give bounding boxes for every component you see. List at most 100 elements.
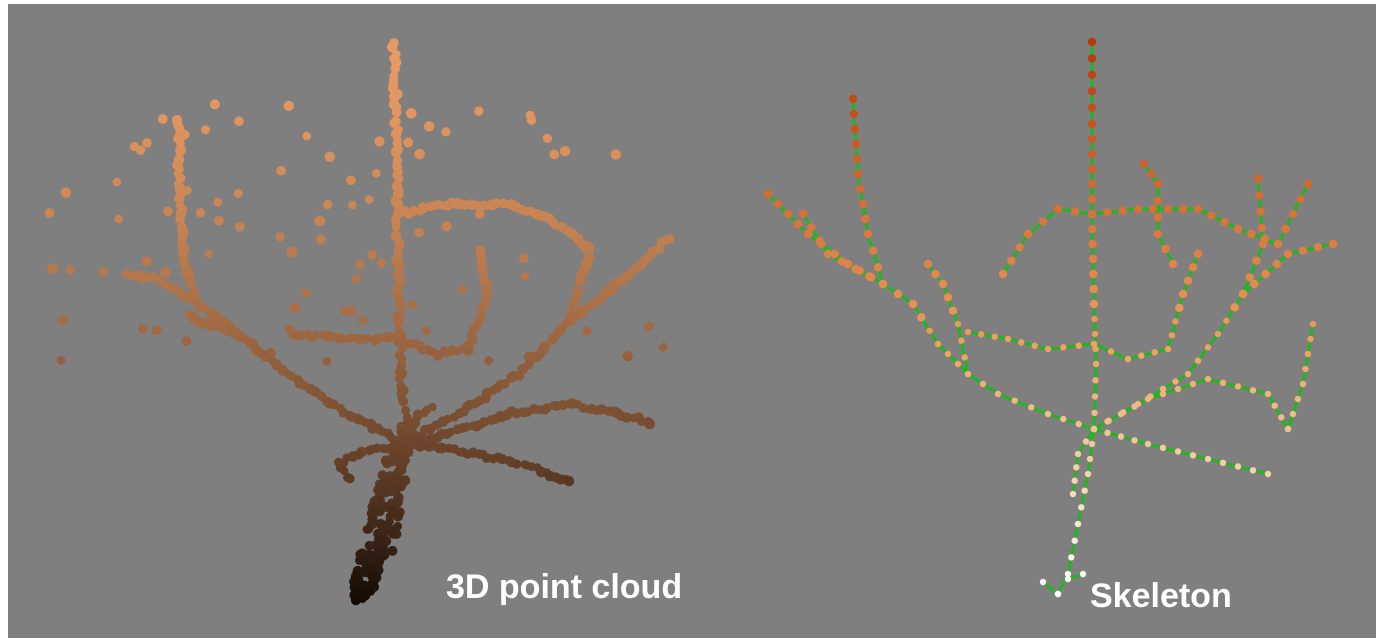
skeleton-node [807,223,816,232]
skeleton-node [954,320,962,328]
cloud-point [157,114,168,124]
cloud-point [478,200,489,211]
skeleton-node [1103,208,1112,217]
skeleton-node [1015,243,1024,252]
skeleton-node [1053,204,1063,214]
cloud-point [345,305,357,317]
skeleton-node [1219,379,1227,386]
skeleton-edge [766,192,1095,431]
cloud-point [302,131,312,141]
skeleton-node [1151,349,1158,356]
cloud-point [585,404,594,414]
skeleton-node [1168,332,1176,339]
skeleton-node [1073,464,1080,471]
skeleton-node [1004,335,1012,343]
cloud-point [283,100,294,111]
skeleton-node [1091,393,1099,400]
skeleton-panel [763,37,1338,598]
skeleton-node [926,327,933,334]
skeleton-node [1249,387,1257,394]
skeleton-edge [1001,207,1093,275]
cloud-point [458,285,467,294]
skeleton-node [1255,191,1264,200]
cloud-point [629,413,638,423]
skeleton-edge [1091,183,1310,246]
cloud-point [424,442,434,452]
cloud-point [622,351,633,362]
cloud-point [196,318,208,329]
skeleton-node [1054,590,1062,598]
skeleton-caption: Skeleton [1090,577,1232,615]
cloud-point [421,326,431,336]
skeleton-node [1159,444,1167,451]
cloud-point [644,321,654,332]
skeleton-node [848,94,858,104]
cloud-point [414,227,424,238]
skeleton-node [837,257,846,266]
skeleton-node [1060,415,1067,423]
skeleton-node [1193,249,1203,259]
skeleton-node [1178,204,1188,214]
cloud-point [394,174,404,184]
skeleton-node [1088,440,1096,448]
cloud-point [414,441,426,452]
cloud-point [364,445,375,456]
cloud-point [488,454,498,464]
cloud-point [121,269,131,279]
cloud-point [181,336,192,346]
skeleton-node [1081,487,1088,494]
cloud-point [213,197,223,207]
skeleton-node [1079,570,1087,578]
cloud-point [344,334,354,344]
cloud-point [209,99,220,110]
skeleton-node [1219,459,1227,466]
skeleton-node [994,390,1002,398]
cloud-point [415,207,425,216]
cloud-point [201,125,210,135]
skeleton-node [1044,345,1052,353]
skeleton-node [1164,345,1172,353]
skeleton-edge [1093,377,1290,431]
skeleton-node [1092,377,1099,384]
skeleton-node [1283,249,1293,259]
skeleton-node [1088,239,1097,249]
skeleton-node [1087,119,1097,129]
cloud-point [301,288,311,298]
skeleton-node [1172,378,1179,385]
skeleton-node [1007,256,1016,265]
skeleton-node [1174,448,1182,455]
skeleton-node [1294,395,1302,403]
cloud-point [387,545,398,556]
skeleton-node [1183,276,1193,285]
cloud-point [141,256,152,267]
cloud-point [432,350,444,361]
cloud-point [390,63,401,74]
cloud-point [160,267,171,279]
cloud-point [275,232,285,242]
skeleton-node [1238,289,1248,299]
skeleton-node [1031,342,1038,349]
skeleton-node [1074,450,1082,458]
cloud-point [471,420,482,432]
skeleton-node [1299,380,1307,388]
skeleton-node [1088,254,1098,264]
skeleton-node [865,272,874,281]
cloud-point [152,274,161,283]
cloud-point [57,315,68,325]
skeleton-node [1018,339,1025,346]
cloud-point [392,511,404,522]
skeleton-node [1223,317,1230,324]
skeleton-node [1074,520,1082,528]
skeleton-node [1304,350,1312,358]
skeleton-node [1087,37,1097,47]
skeleton-node [823,249,833,259]
skeleton-node [815,236,824,245]
skeleton-node [908,299,918,309]
cloud-point [392,198,404,210]
cloud-point [345,473,355,484]
skeleton-node [1104,418,1111,425]
cloud-point [559,146,571,157]
cloud-point [610,149,621,160]
cloud-point [306,331,318,343]
